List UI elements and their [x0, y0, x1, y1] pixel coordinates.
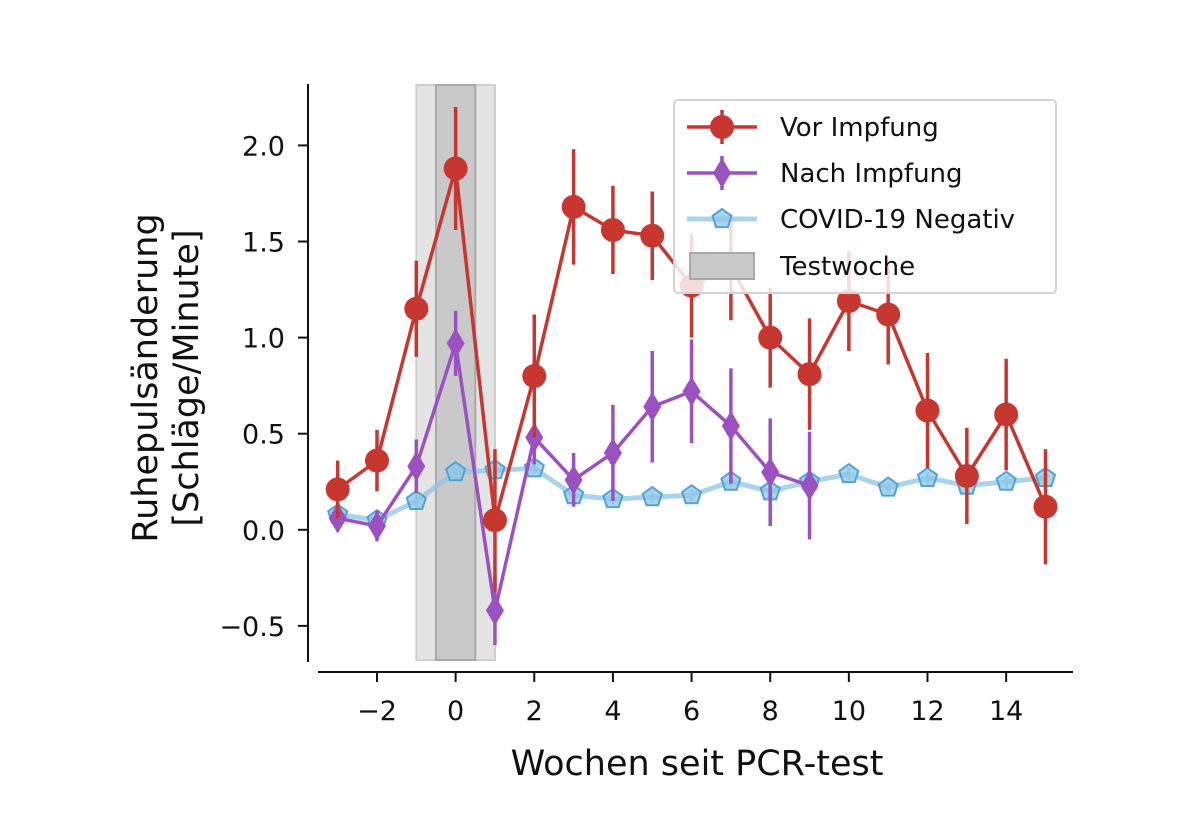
data-point [797, 362, 822, 387]
x-tick-label: 4 [604, 696, 621, 727]
x-tick-label: 2 [526, 696, 543, 727]
data-point [640, 223, 665, 248]
y-tick-label: 1.0 [242, 324, 285, 355]
y-tick-label: −0.5 [219, 612, 285, 643]
legend-frame [673, 99, 1057, 294]
data-point [915, 398, 940, 423]
y-tick-label: 0.5 [242, 420, 285, 451]
data-point [1033, 494, 1058, 519]
data-point [364, 448, 389, 473]
data-point [600, 217, 625, 242]
data-point [405, 489, 427, 510]
legend-band-swatch [689, 252, 755, 280]
data-point [800, 470, 819, 501]
data-point [954, 463, 979, 488]
legend-marker [713, 158, 731, 188]
y-axis-label-line-2: [Schläge/Minute] [167, 229, 207, 526]
legend-marker [711, 207, 733, 229]
legend-item-nach-impfung: Nach Impfung [687, 156, 963, 190]
legend-label: COVID-19 Negativ [780, 205, 1015, 235]
x-tick-label: 14 [989, 696, 1023, 727]
data-point [564, 464, 583, 495]
data-point [603, 437, 622, 468]
y-ticks: −0.5 0.0 0.5 1.0 1.5 2.0 [219, 131, 308, 643]
data-point [367, 510, 386, 541]
data-point [995, 470, 1017, 491]
y-axis-label-line-1: Ruhepulsänderung [126, 213, 166, 542]
legend-marker [710, 115, 734, 139]
data-point [482, 508, 507, 533]
data-point [325, 477, 350, 502]
x-tick-label: 12 [910, 696, 944, 727]
data-point [876, 302, 901, 327]
data-point [522, 364, 547, 389]
x-tick-label: 6 [683, 696, 700, 727]
data-point [682, 376, 701, 407]
x-axis-label: Wochen seit PCR-test [511, 744, 884, 784]
axes: −2 0 2 4 6 8 10 12 14 −0.5 0.0 0.5 1.0 1.5 2.0 [219, 84, 1073, 727]
y-tick-label: 1.5 [242, 228, 285, 259]
data-point [443, 156, 468, 181]
data-point [407, 451, 426, 482]
data-point [446, 328, 465, 359]
x-tick-label: 0 [447, 696, 464, 727]
data-point [721, 411, 740, 442]
legend-item-testwoche: Testwoche [689, 252, 915, 282]
legend-label: Nach Impfung [780, 159, 963, 189]
y-tick-label: 0.0 [242, 516, 285, 547]
legend-label: Vor Impfung [780, 113, 939, 143]
x-tick-label: −2 [357, 696, 397, 727]
x-tick-label: 8 [762, 696, 779, 727]
data-point [836, 289, 861, 314]
legend-label: Testwoche [779, 252, 915, 282]
data-point [758, 325, 783, 350]
legend: Vor Impfung Nach Impfung COVID-19 Negativ T… [673, 99, 1057, 294]
data-point [761, 457, 780, 488]
y-tick-label: 2.0 [242, 131, 285, 162]
legend-item-vor-impfung: Vor Impfung [687, 110, 939, 144]
x-tick-label: 10 [832, 696, 866, 727]
data-point [444, 460, 467, 482]
data-point [404, 296, 429, 321]
data-point [641, 485, 663, 507]
data-point [994, 402, 1019, 427]
data-point [877, 476, 899, 497]
data-point [916, 466, 939, 487]
legend-item-covid-19-negativ: COVID-19 Negativ [687, 205, 1015, 235]
data-point [838, 462, 860, 484]
data-point [680, 483, 703, 505]
data-point [643, 391, 662, 422]
x-ticks: −2 0 2 4 6 8 10 12 14 [357, 672, 1023, 727]
data-point [561, 194, 586, 219]
data-point [485, 595, 504, 626]
